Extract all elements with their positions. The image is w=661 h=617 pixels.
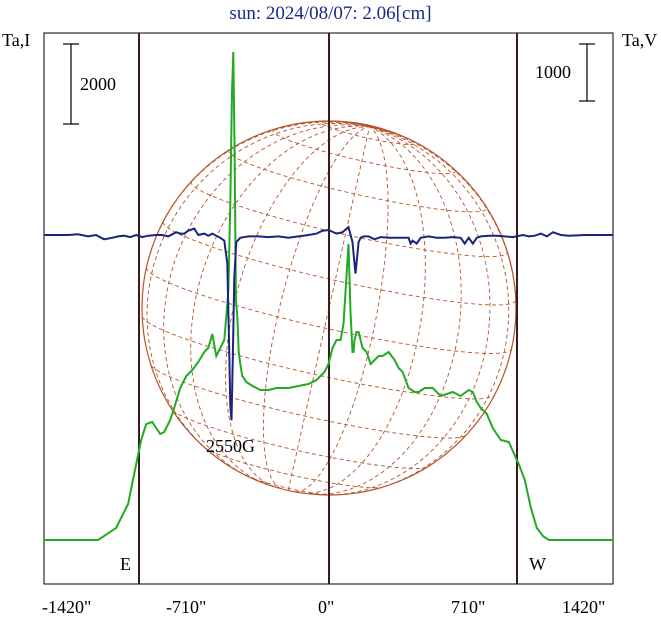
latitude-grid-line xyxy=(162,221,517,306)
x-tick-label-4: 1420" xyxy=(562,597,605,617)
latitude-grid-line xyxy=(150,365,466,439)
west-label: W xyxy=(529,554,546,574)
left-axis-label: Ta,I xyxy=(2,30,30,50)
latitude-grid-line xyxy=(320,120,416,146)
longitude-grid-line xyxy=(295,126,389,493)
chart-title: sun: 2024/08/07: 2.06[cm] xyxy=(229,3,432,24)
longitude-grid-line xyxy=(225,126,370,488)
right-axis-label: Ta,V xyxy=(622,30,657,50)
longitude-grid-line xyxy=(369,126,431,152)
longitude-grid-line xyxy=(330,126,491,496)
right-scale-bar xyxy=(579,43,595,102)
x-tick-label-3: 710" xyxy=(451,597,485,617)
peak-annotation: 2550G xyxy=(206,436,255,456)
latitude-grid-line xyxy=(141,316,495,400)
left-scale-bar xyxy=(63,43,79,125)
x-tick-label-2: 0" xyxy=(318,597,334,617)
longitude-grid-line xyxy=(262,126,370,489)
right-scale-value: 1000 xyxy=(535,62,571,82)
latitude-grid-line xyxy=(172,409,428,469)
longitude-grid-line xyxy=(302,126,426,494)
longitude-grid-line xyxy=(308,126,462,495)
latitude-grid-line xyxy=(272,128,456,175)
longitude-grid-line xyxy=(146,123,370,461)
left-scale-value: 2000 xyxy=(80,74,116,94)
longitude-grid-line xyxy=(163,124,370,478)
longitude-grid-line xyxy=(363,126,510,493)
polarization-series-line xyxy=(44,225,613,421)
latitude-grid-line xyxy=(190,180,508,258)
intensity-series-line xyxy=(44,51,613,541)
east-label: E xyxy=(120,554,131,574)
x-tick-label-1: -710" xyxy=(166,597,206,617)
x-tick-label-0: -1420" xyxy=(42,597,91,617)
longitude-grid-line xyxy=(369,126,384,130)
